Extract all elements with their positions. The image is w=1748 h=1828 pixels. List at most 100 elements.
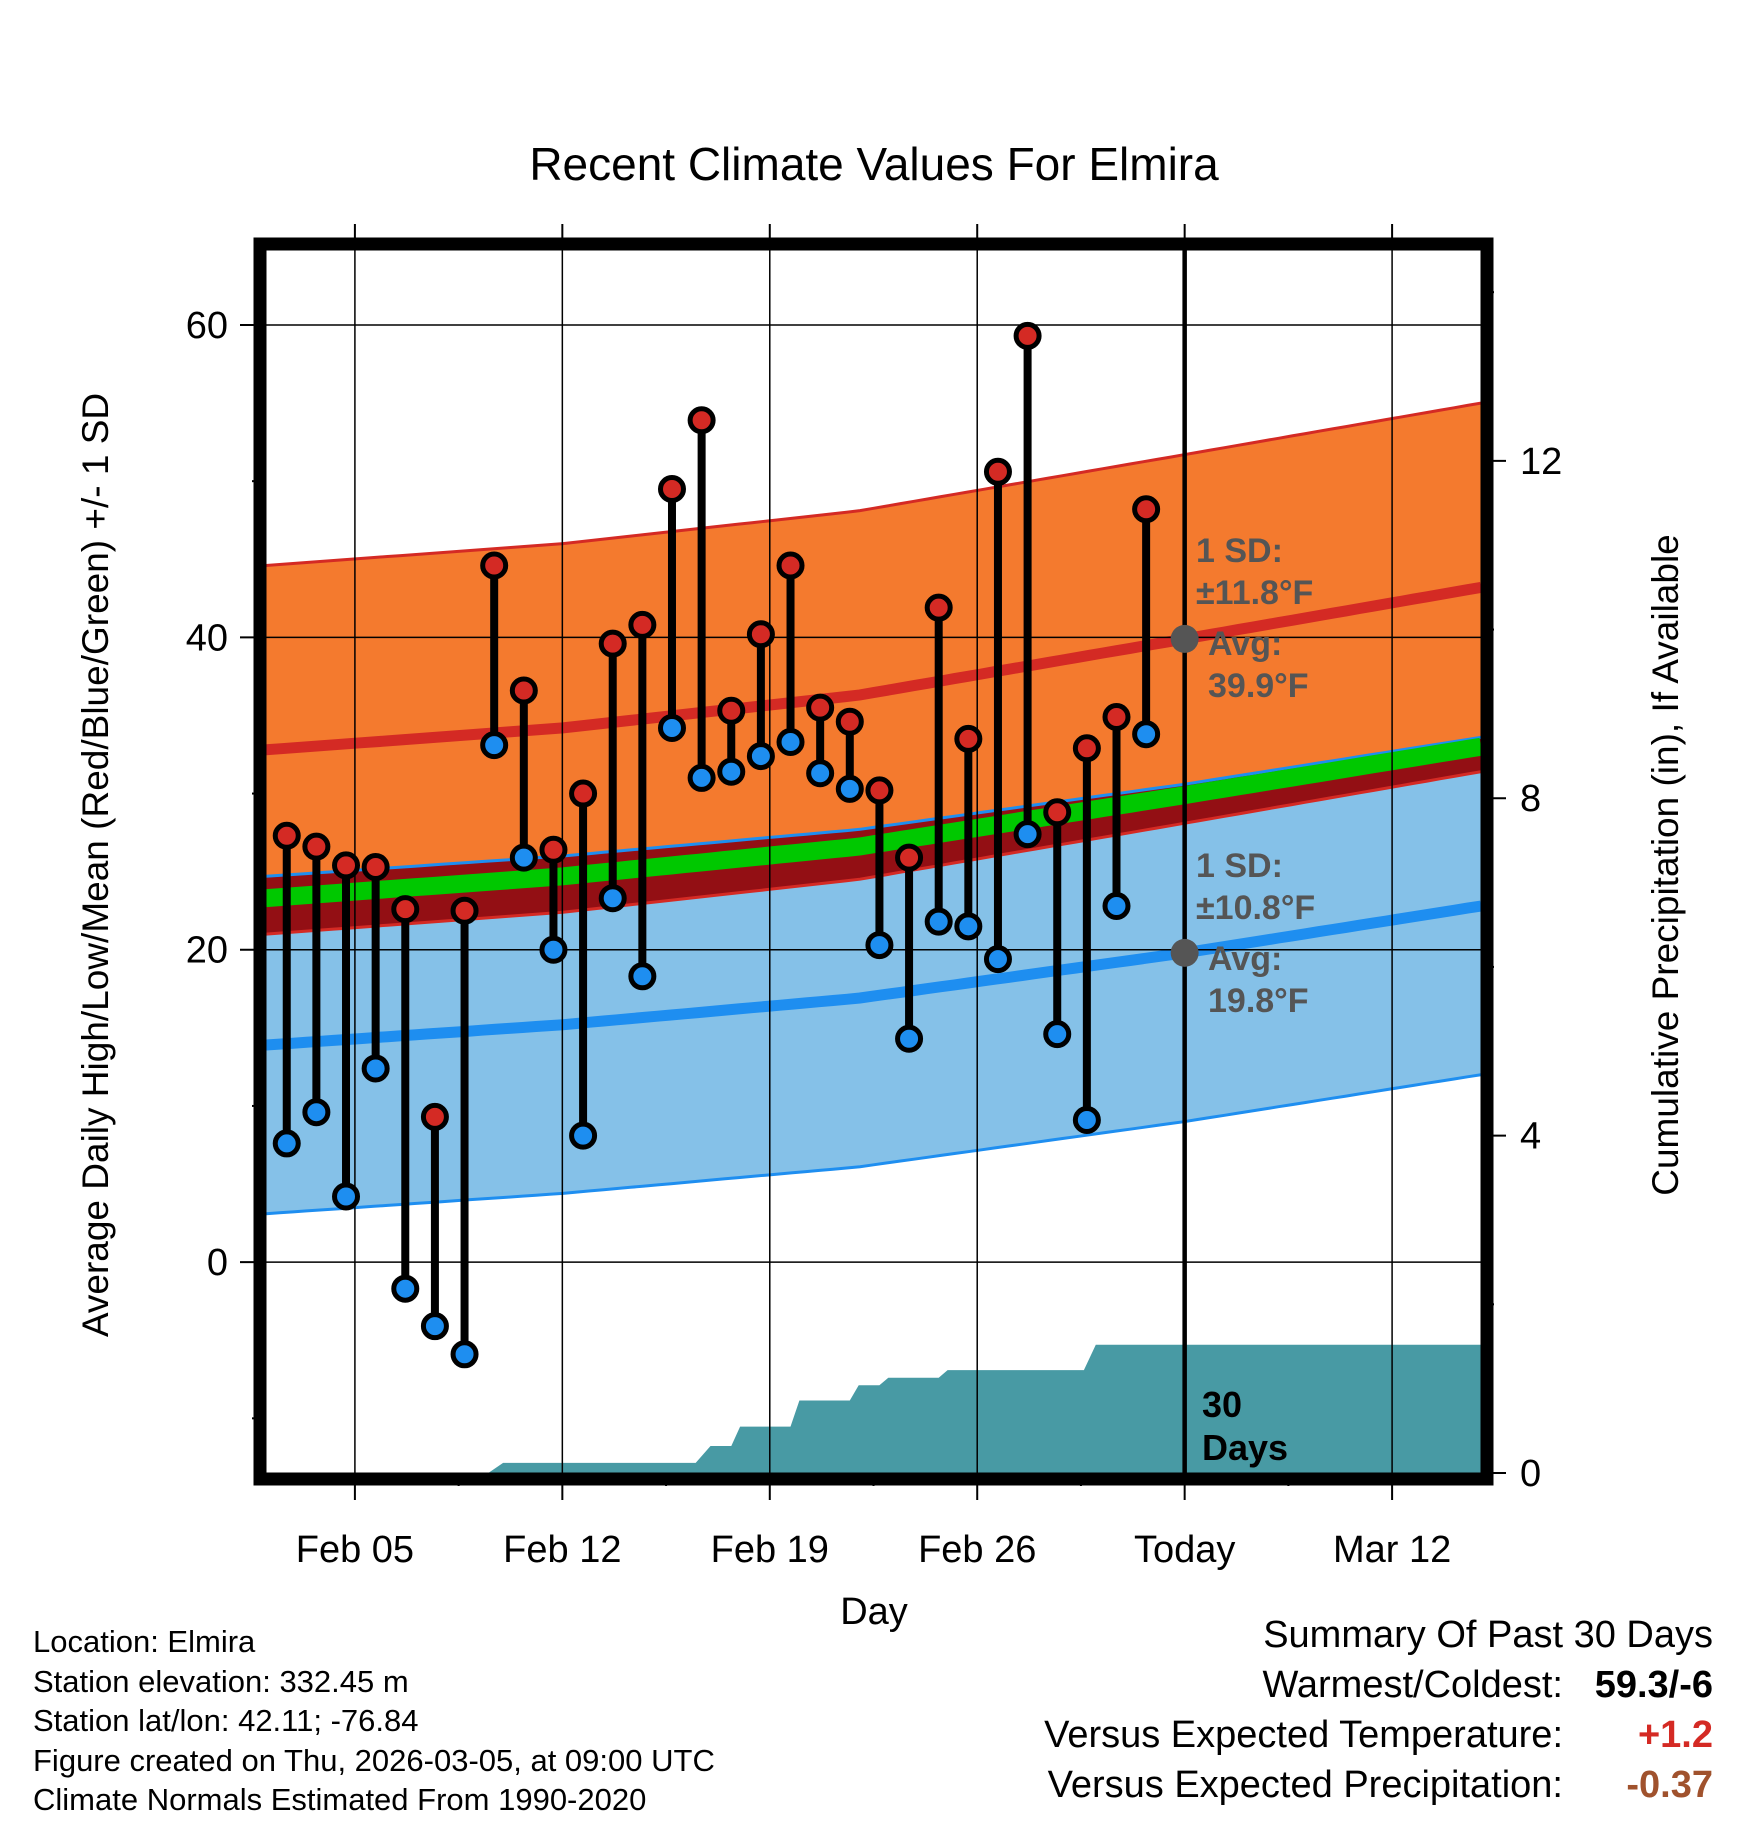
precip-value: -0.37	[1626, 1764, 1713, 1806]
obs-low-dot	[272, 1129, 301, 1158]
warm-cold-label: Warmest/Coldest:	[1262, 1664, 1563, 1706]
obs-high-dot	[420, 1102, 449, 1131]
summary-heading: Summary Of Past 30 Days	[1263, 1614, 1713, 1656]
obs-low-dot	[332, 1182, 361, 1211]
obs-high-dot	[835, 707, 864, 736]
obs-low-dot	[1132, 720, 1161, 749]
obs-high-dot	[1043, 798, 1072, 827]
y-axis-right-label: Cumulative Precipitation (in), If Availa…	[1645, 534, 1686, 1196]
high-sd-label: 1 SD:	[1196, 532, 1283, 570]
temp-label: Versus Expected Temperature:	[1044, 1714, 1563, 1756]
low-sd-label: 1 SD:	[1196, 847, 1283, 885]
high-sd-value: ±11.8°F	[1196, 574, 1313, 612]
obs-low-dot	[865, 931, 894, 960]
obs-low-dot	[1102, 892, 1131, 921]
obs-high-dot	[450, 896, 479, 925]
obs-high-dot	[302, 832, 331, 861]
obs-low-dot	[598, 884, 627, 913]
station-info: Location: Elmira Station elevation: 332.…	[33, 1622, 715, 1820]
obs-low-dot	[924, 907, 953, 936]
obs-low-dot	[1043, 1020, 1072, 1049]
y-right-tick-label: 8	[1520, 778, 1541, 820]
normal-mean-line	[266, 737, 1481, 908]
x-axis-label: Day	[840, 1591, 908, 1633]
obs-low-dot	[480, 731, 509, 760]
obs-high-dot	[539, 835, 568, 864]
y-left-tick-label: 20	[186, 930, 228, 972]
summary-precip-row: Versus Expected Precipitation: -0.37	[813, 1764, 1713, 1814]
low-sd-upper-edge	[266, 735, 1481, 878]
obs-low-dot	[539, 935, 568, 964]
obs-low-dot	[895, 1024, 924, 1053]
obs-low-dot	[687, 763, 716, 792]
obs-high-dot	[746, 620, 775, 649]
obs-high-dot	[480, 551, 509, 580]
warm-cold-value: 59.3/-6	[1594, 1664, 1713, 1706]
low-avg-marker	[1170, 938, 1199, 967]
obs-high-dot	[806, 693, 835, 722]
low-avg-label: Avg:	[1208, 940, 1282, 978]
obs-high-dot	[628, 610, 657, 639]
obs-high-dot	[1102, 703, 1131, 732]
x-tick-label: Feb 12	[503, 1529, 621, 1571]
y-left-tick-label: 0	[207, 1242, 228, 1284]
obs-high-dot	[598, 629, 627, 658]
obs-high-dot	[391, 895, 420, 924]
obs-high-dot	[924, 593, 953, 622]
precip-days-label: Days	[1202, 1427, 1288, 1468]
info-latlon: Station lat/lon: 42.11; -76.84	[33, 1703, 419, 1738]
summary-panel: Summary Of Past 30 Days Warmest/Coldest:…	[813, 1614, 1713, 1814]
y-left-tick-label: 40	[186, 617, 228, 659]
obs-high-dot	[657, 474, 686, 503]
normal-high-line	[266, 581, 1481, 756]
y-right-tick-label: 4	[1520, 1116, 1541, 1158]
obs-high-dot	[776, 551, 805, 580]
obs-low-dot	[420, 1312, 449, 1341]
y-axis-left-label: Average Daily High/Low/Mean (Red/Blue/Gr…	[75, 393, 116, 1337]
precip-area	[266, 1344, 1481, 1473]
obs-low-dot	[391, 1274, 420, 1303]
annotations: 1 SD: ±11.8°F Avg: 39.9°F 1 SD: ±10.8°F Avg: 19…	[1170, 532, 1315, 1468]
obs-low-dot	[776, 728, 805, 757]
obs-low-dot	[806, 759, 835, 788]
obs-high-dot	[1013, 321, 1042, 350]
summary-warm-cold-row: Warmest/Coldest: 59.3/-6	[813, 1664, 1713, 1714]
info-elevation: Station elevation: 332.45 m	[33, 1663, 409, 1699]
chart-title: Recent Climate Values For Elmira	[529, 138, 1219, 190]
obs-low-dot	[302, 1098, 331, 1127]
obs-low-dot	[835, 774, 864, 803]
obs-low-dot	[983, 945, 1012, 974]
obs-low-dot	[657, 713, 686, 742]
high-sd-upper-edge	[266, 401, 1481, 567]
observation-marks	[272, 321, 1161, 1369]
info-normals: Climate Normals Estimated From 1990-2020	[33, 1782, 647, 1817]
x-tick-label: Today	[1134, 1529, 1235, 1571]
obs-low-dot	[1013, 820, 1042, 849]
obs-low-dot	[717, 757, 746, 786]
obs-low-dot	[628, 962, 657, 991]
obs-high-dot	[272, 821, 301, 850]
obs-low-dot	[569, 1121, 598, 1150]
high-avg-label: Avg:	[1208, 625, 1282, 663]
obs-high-dot	[895, 843, 924, 872]
obs-high-dot	[687, 406, 716, 435]
obs-high-dot	[332, 851, 361, 880]
info-location: Location: Elmira	[33, 1624, 256, 1659]
obs-high-dot	[1132, 495, 1161, 524]
obs-low-dot	[1072, 1106, 1101, 1135]
plot-area	[266, 250, 1481, 1473]
x-tick-label: Feb 19	[711, 1529, 829, 1571]
axes: 0 20 40 60 0 4 8 12 Feb 05 Feb 12 Feb 19 Feb 26 Toda…	[186, 224, 1562, 1571]
info-created: Figure created on Thu, 2026-03-05, at 09…	[33, 1742, 715, 1778]
x-tick-label: Feb 05	[296, 1529, 414, 1571]
obs-high-dot	[983, 457, 1012, 486]
y-right-tick-label: 0	[1520, 1453, 1541, 1495]
obs-high-dot	[954, 724, 983, 753]
high-avg-marker	[1170, 624, 1199, 653]
obs-low-dot	[746, 742, 775, 771]
obs-low-dot	[954, 912, 983, 941]
obs-high-dot	[1072, 734, 1101, 763]
obs-high-dot	[361, 852, 390, 881]
temp-value: +1.2	[1637, 1714, 1713, 1756]
